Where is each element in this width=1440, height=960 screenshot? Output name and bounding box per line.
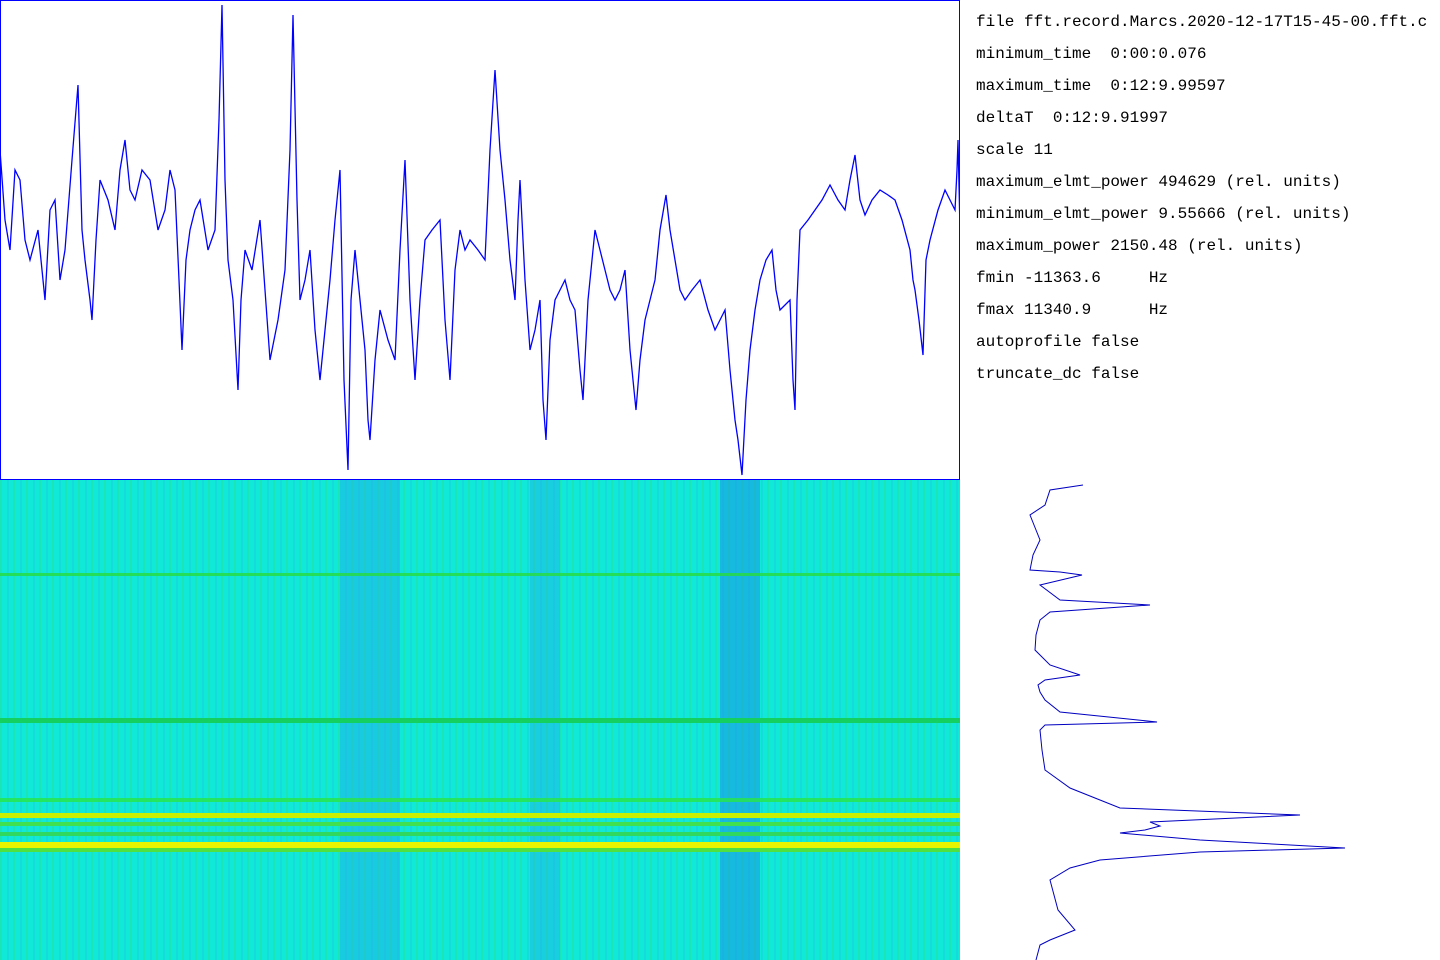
info-line: truncate_dc false	[976, 365, 1140, 383]
panel-frame	[0, 0, 960, 480]
info-line: deltaT 0:12:9.91997	[976, 109, 1169, 127]
frequency-profile-panel	[1029, 484, 1346, 960]
info-line: autoprofile false	[976, 333, 1140, 351]
power-trace	[0, 4, 960, 476]
frequency-profile	[1029, 484, 1346, 960]
info-line: fmin -11363.6 Hz	[976, 269, 1169, 287]
spectrogram	[0, 480, 960, 960]
info-line: maximum_time 0:12:9.99597	[976, 77, 1226, 95]
info-line: minimum_time 0:00:0.076	[976, 45, 1207, 63]
info-line: fmax 11340.9 Hz	[976, 301, 1169, 319]
info-line: maximum_power 2150.48 (rel. units)	[976, 237, 1303, 255]
info-line: minimum_elmt_power 9.55666 (rel. units)	[976, 205, 1351, 223]
info-line: maximum_elmt_power 494629 (rel. units)	[976, 173, 1341, 191]
info-panel: file fft.record.Marcs.2020-12-17T15-45-0…	[976, 6, 1440, 406]
power-trace-panel	[0, 0, 960, 480]
info-line: scale 11	[976, 141, 1053, 159]
info-line: file fft.record.Marcs.2020-12-17T15-45-0…	[976, 13, 1428, 31]
